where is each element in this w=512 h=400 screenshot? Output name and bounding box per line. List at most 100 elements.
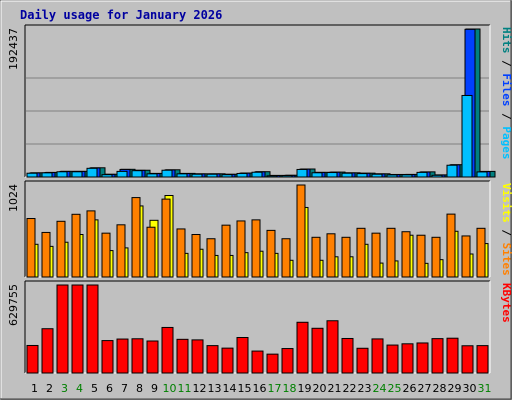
bar-pages-day-7 (116, 170, 128, 178)
bar-pages-day-15 (236, 172, 248, 178)
bar-kbytes-day-19 (296, 321, 309, 374)
legend-entry: Sites (500, 243, 512, 276)
bar-kbytes-day-7 (116, 338, 129, 374)
bar-sites-day-9 (146, 226, 156, 278)
x-tick-label: 23 (358, 382, 372, 395)
bar-sites-day-24 (371, 232, 381, 278)
bar-pages-day-26 (401, 174, 413, 178)
x-tick-label: 2 (46, 382, 53, 395)
panel-legend: Visits / Sites (500, 183, 512, 276)
bar-pages-day-6 (101, 174, 113, 178)
bar-pages-day-11 (176, 173, 188, 178)
bar-sites-day-21 (326, 233, 336, 278)
legend-entry: KBytes (500, 283, 512, 323)
bar-sites-day-6 (101, 232, 111, 278)
bar-kbytes-day-1 (26, 344, 39, 374)
bar-kbytes-day-22 (341, 337, 354, 374)
bar-kbytes-day-10 (161, 326, 174, 374)
bar-sites-day-27 (416, 234, 426, 278)
bar-kbytes-day-31 (476, 345, 489, 374)
x-tick-label: 10 (163, 382, 177, 395)
bar-sites-day-19 (296, 184, 306, 278)
bar-sites-day-29 (446, 213, 456, 278)
bar-kbytes-day-28 (431, 338, 444, 374)
x-tick-label: 24 (373, 382, 387, 395)
x-tick-label: 1 (31, 382, 38, 395)
bar-sites-day-17 (266, 229, 276, 278)
bar-pages-day-25 (386, 174, 398, 178)
bar-kbytes-day-17 (266, 353, 279, 374)
bar-pages-day-22 (341, 172, 353, 178)
bar-sites-day-15 (236, 220, 246, 278)
bar-kbytes-day-13 (206, 345, 219, 374)
legend-entry: Pages (500, 126, 512, 159)
x-tick-label: 22 (343, 382, 357, 395)
bar-pages-day-28 (431, 174, 443, 178)
panel-scale-label: 1024 (7, 184, 20, 212)
x-tick-label: 20 (313, 382, 327, 395)
x-tick-label: 19 (298, 382, 312, 395)
x-tick-label: 5 (91, 382, 98, 395)
x-tick-label: 21 (328, 382, 342, 395)
bar-pages-day-8 (131, 170, 143, 178)
series-kbytes (26, 284, 489, 374)
x-axis-tick-labels: 1 2 3 4 5 6 7 8 9 10 11 12 13 14 15 16 17 18 19 20 21 22 23 24 2… (31, 382, 492, 395)
bar-sites-day-31 (476, 227, 486, 278)
bar-sites-day-14 (221, 224, 231, 278)
panel-hits: 192437 Hits / Files / Pages (7, 24, 512, 178)
x-tick-label: 8 (136, 382, 143, 395)
bar-kbytes-day-4 (71, 284, 84, 374)
bar-kbytes-day-6 (101, 340, 114, 374)
bar-pages-day-18 (281, 175, 293, 178)
x-tick-label: 27 (418, 382, 432, 395)
bar-pages-day-21 (326, 172, 338, 178)
bar-sites-day-25 (386, 227, 396, 278)
bar-pages-day-10 (161, 169, 173, 178)
legend-separator: / (500, 107, 512, 127)
bar-kbytes-day-16 (251, 350, 264, 374)
bar-sites-day-13 (206, 238, 216, 278)
legend-entry: Visits (500, 183, 512, 223)
series-pages (26, 94, 488, 178)
x-tick-label: 29 (448, 382, 462, 395)
bar-sites-day-16 (251, 219, 261, 278)
bar-kbytes-day-27 (416, 342, 429, 374)
bar-sites-day-5 (86, 210, 96, 278)
panel-scale-label: 192437 (7, 28, 20, 70)
bar-kbytes-day-9 (146, 340, 159, 374)
bar-kbytes-day-23 (356, 347, 369, 374)
x-tick-label: 3 (61, 382, 68, 395)
chart-panels: 192437 Hits / Files / Pages 1024 Visits / S… (7, 24, 512, 374)
panel-kbytes: 629755 KBytes (7, 280, 512, 374)
bar-sites-day-22 (341, 236, 351, 278)
bar-sites-day-7 (116, 224, 126, 278)
bar-pages-day-20 (311, 172, 323, 178)
bar-sites-day-4 (71, 213, 81, 278)
bar-pages-day-31 (476, 171, 488, 178)
bar-pages-day-1 (26, 172, 38, 178)
bar-pages-day-24 (371, 173, 383, 178)
panel-visits: 1024 Visits / Sites (7, 180, 512, 278)
bar-kbytes-day-29 (446, 337, 459, 374)
bar-kbytes-day-2 (41, 328, 54, 374)
legend-entry: Hits (500, 27, 512, 54)
bar-pages-day-3 (56, 171, 68, 178)
panel-legend: KBytes (500, 283, 512, 323)
x-tick-label: 11 (178, 382, 192, 395)
bar-sites-day-1 (26, 218, 36, 278)
bar-kbytes-day-5 (86, 284, 99, 374)
bar-sites-day-20 (311, 236, 321, 278)
x-tick-label: 18 (283, 382, 297, 395)
x-tick-label: 12 (193, 382, 207, 395)
bar-pages-day-17 (266, 175, 278, 178)
bar-kbytes-day-15 (236, 337, 249, 374)
x-tick-label: 17 (268, 382, 282, 395)
bar-kbytes-day-21 (326, 320, 339, 374)
bar-kbytes-day-24 (371, 338, 384, 374)
series-sites (26, 184, 486, 278)
bar-pages-day-13 (206, 173, 218, 178)
bar-sites-day-10 (161, 198, 171, 278)
bar-sites-day-18 (281, 238, 291, 278)
x-tick-label: 31 (478, 382, 492, 395)
